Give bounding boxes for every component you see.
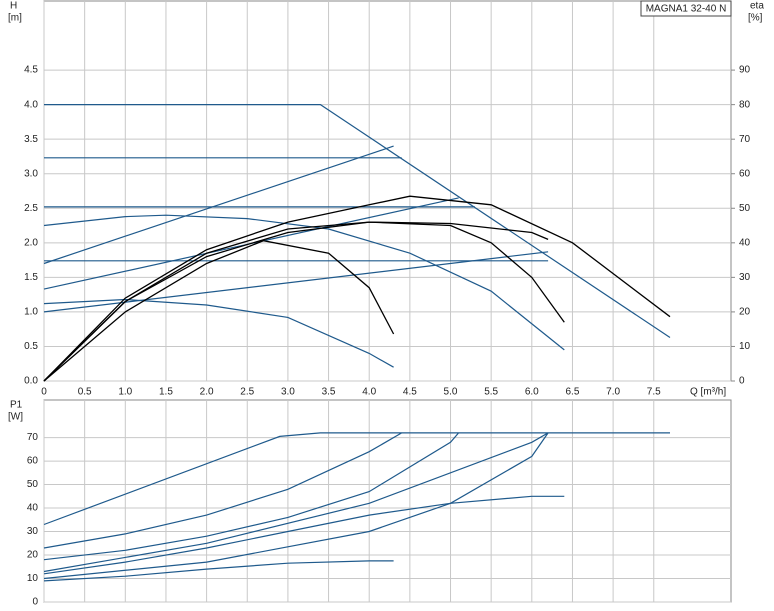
- y2-tick-label: 70: [739, 134, 751, 145]
- y-tick-label: 4.5: [24, 65, 38, 76]
- curve: [43, 251, 549, 313]
- curve: [43, 214, 565, 351]
- x-tick-label: 2.0: [200, 387, 214, 398]
- chart-title: MAGNA1 32-40 N: [646, 4, 727, 15]
- y-tick-label: 4.0: [24, 99, 38, 110]
- x-tick-label: 5.5: [484, 387, 498, 398]
- y-tick-label: 0.0: [24, 376, 38, 387]
- curve: [43, 432, 403, 549]
- curve: [43, 432, 670, 526]
- efficiency-curve: [43, 221, 549, 382]
- curve: [43, 432, 549, 580]
- y-tick-label: 70: [27, 432, 39, 443]
- y-tick-label: 3.0: [24, 168, 38, 179]
- title-box: [640, 0, 732, 17]
- x-tick-label: 1.0: [118, 387, 132, 398]
- y2-tick-label: 50: [739, 203, 751, 214]
- curve: [44, 104, 671, 338]
- y2-tick-label: 20: [739, 307, 751, 318]
- y-tick-label: 60: [27, 456, 39, 467]
- plot-area: [43, 0, 732, 382]
- x-tick-label: 0: [41, 387, 47, 398]
- y-axis-label: P1: [10, 400, 23, 411]
- y-axis-unit: [m]: [8, 13, 22, 24]
- y-tick-label: 0: [32, 597, 38, 608]
- y-tick-label: 20: [27, 550, 39, 561]
- curve: [43, 495, 565, 575]
- x-tick-label: 3.5: [322, 387, 336, 398]
- y-tick-label: 2.5: [24, 203, 38, 214]
- y-tick-label: 1.0: [24, 307, 38, 318]
- y-tick-label: 0.5: [24, 341, 38, 352]
- curve: [43, 298, 394, 368]
- y2-axis-label: eta: [750, 1, 764, 12]
- x-tick-label: 0.5: [78, 387, 92, 398]
- x-tick-label: 4.0: [362, 387, 376, 398]
- y-tick-label: 40: [27, 503, 39, 514]
- y-tick-label: 10: [27, 573, 39, 584]
- x-tick-label: 6.5: [566, 387, 580, 398]
- y2-tick-label: 40: [739, 237, 751, 248]
- y-tick-label: 1.5: [24, 272, 38, 283]
- x-tick-label: 7.5: [647, 387, 661, 398]
- x-tick-label: 6.0: [525, 387, 539, 398]
- curve: [43, 145, 394, 265]
- plot-area: [43, 399, 732, 603]
- y-axis-label: H: [10, 1, 17, 12]
- curve: [43, 432, 460, 561]
- curve: [43, 560, 394, 582]
- y2-tick-label: 90: [739, 65, 751, 76]
- efficiency-curve: [43, 240, 395, 382]
- y2-tick-label: 60: [739, 168, 751, 179]
- y-tick-label: 50: [27, 479, 39, 490]
- curve: [43, 432, 549, 573]
- y2-axis-unit: [%]: [748, 13, 763, 24]
- y-tick-label: 3.5: [24, 134, 38, 145]
- x-axis-label: Q [m³/h]: [690, 387, 726, 398]
- y2-tick-label: 10: [739, 341, 751, 352]
- y-axis-unit: [W]: [8, 412, 23, 423]
- y2-tick-label: 0: [739, 376, 745, 387]
- y-tick-label: 30: [27, 526, 39, 537]
- x-tick-label: 5.0: [444, 387, 458, 398]
- efficiency-curve: [43, 195, 671, 382]
- y2-tick-label: 80: [739, 99, 751, 110]
- x-tick-label: 2.5: [240, 387, 254, 398]
- x-tick-label: 3.0: [281, 387, 295, 398]
- y-tick-label: 2.0: [24, 237, 38, 248]
- x-tick-label: 1.5: [159, 387, 173, 398]
- x-tick-label: 4.5: [403, 387, 417, 398]
- x-tick-label: 7.0: [606, 387, 620, 398]
- y2-tick-label: 30: [739, 272, 751, 283]
